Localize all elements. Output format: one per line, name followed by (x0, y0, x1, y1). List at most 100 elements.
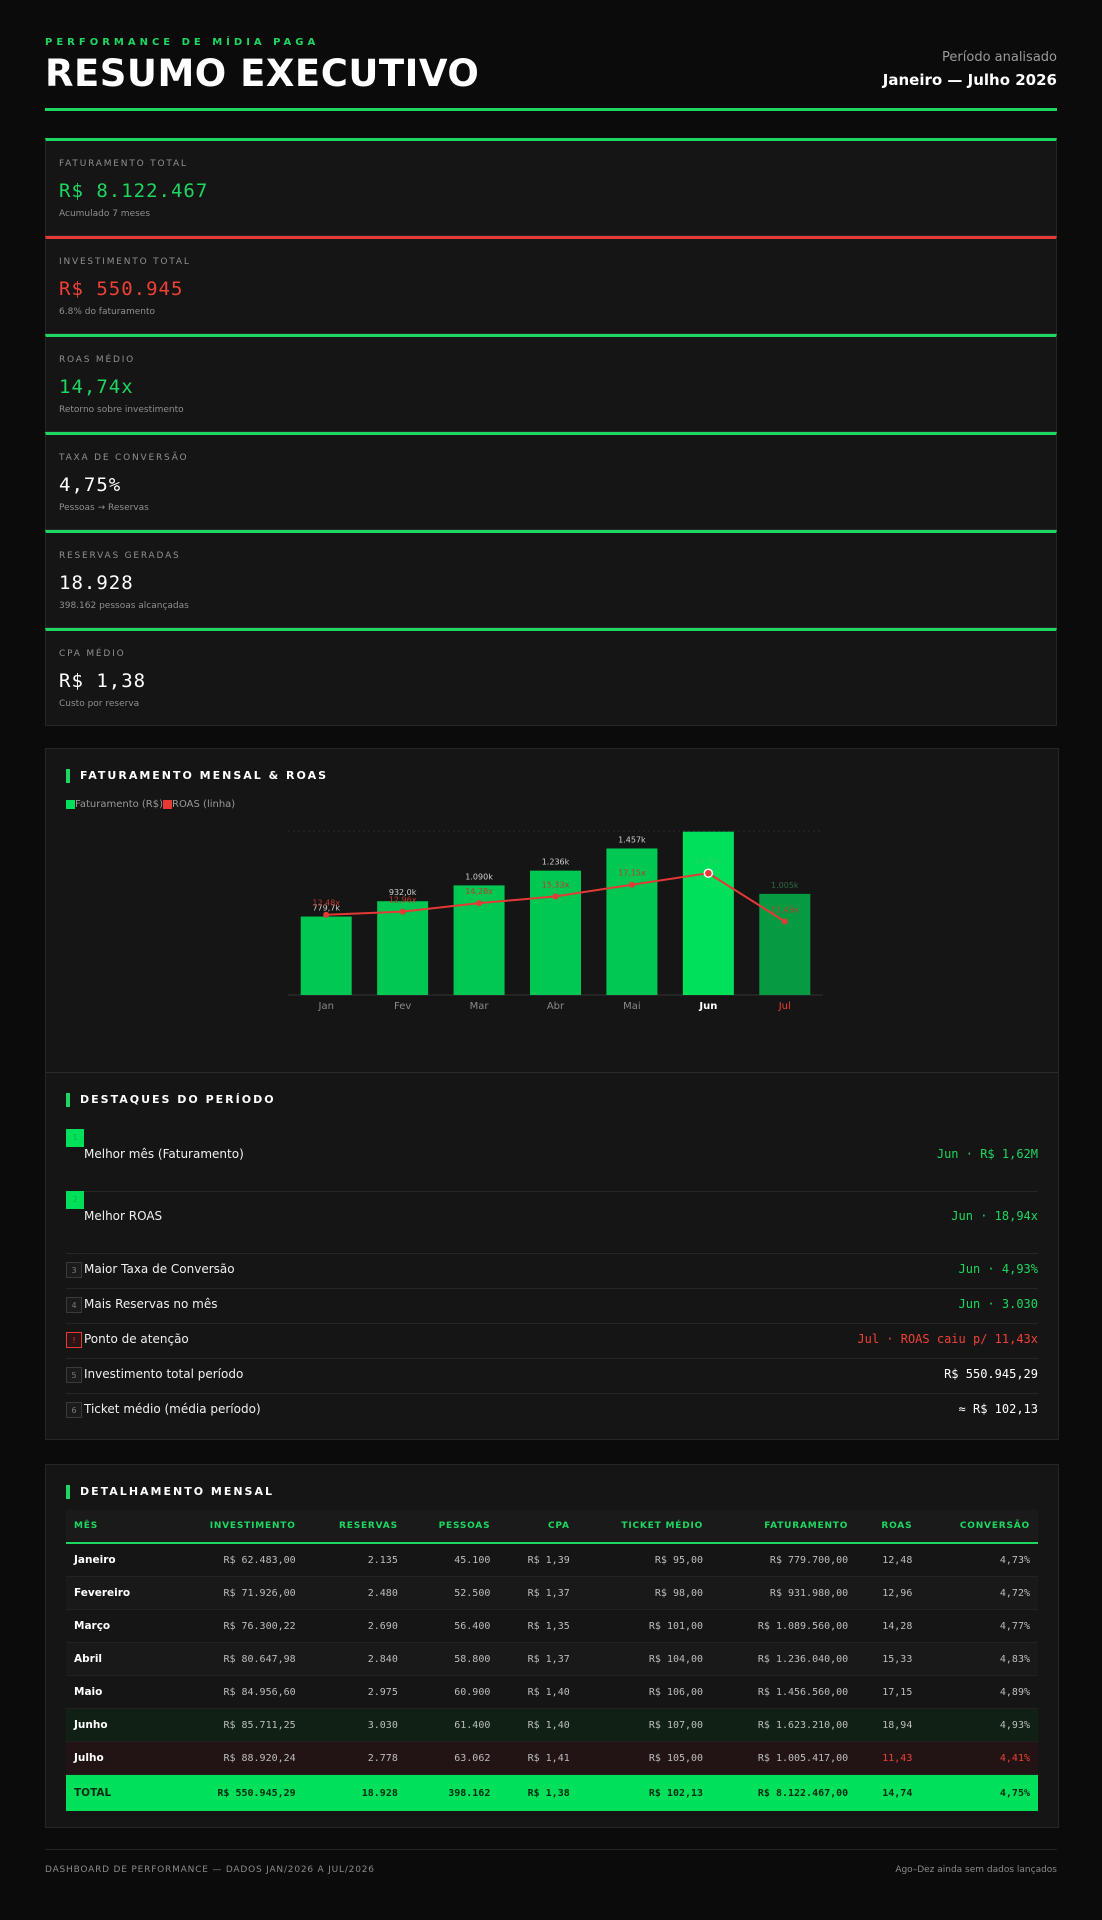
kpi-subtitle: 6.8% do faturamento (59, 307, 155, 317)
table-cell: R$ 1,37 (498, 1642, 578, 1676)
table-cell: 63.062 (405, 1741, 499, 1775)
kpi-label: RESERVAS GERADAS (59, 551, 181, 561)
kpi-list: FATURAMENTO TOTAL R$ 8.122.467 Acumulado… (45, 138, 1057, 726)
kpi-value: R$ 550.945 (59, 278, 184, 300)
table-cell: 56.400 (405, 1609, 499, 1643)
page-title: RESUMO EXECUTIVO (45, 52, 480, 95)
table-cell: R$ 62.483,00 (164, 1543, 304, 1577)
table-cell: 11,43 (856, 1741, 921, 1775)
table-cell: R$ 85.711,25 (164, 1708, 304, 1742)
kpi-subtitle: Custo por reserva (59, 699, 140, 709)
roas-point (781, 918, 788, 925)
table-cell: 17,15 (856, 1675, 921, 1709)
table-row: Fevereiro R$ 71.926,00 2.480 52.500 R$ 1,37 R… (66, 1576, 1038, 1610)
kpi-value: R$ 1,38 (59, 670, 147, 692)
roas-value-label: 17,15x (618, 869, 646, 878)
table-cell: 12,48 (856, 1543, 921, 1577)
highlight-label: Investimento total período (84, 1367, 244, 1381)
header-divider (45, 108, 1057, 111)
highlight-row: ! Ponto de atenção Jul · ROAS caiu p/ 11… (66, 1323, 1038, 1359)
highlight-label: Ponto de atenção (84, 1332, 189, 1346)
bar-value-label: 1.457k (618, 835, 646, 844)
highlight-value: Jun · R$ 1,62M (936, 1147, 1038, 1161)
table-cell: R$ 1,38 (498, 1774, 578, 1811)
roas-point (323, 911, 330, 918)
column-header: ROAS (856, 1510, 921, 1544)
highlights-title: DESTAQUES DO PERÍODO (66, 1093, 276, 1107)
roas-point (628, 881, 635, 888)
x-tick-label: Jan (318, 1001, 334, 1012)
kpi-subtitle: 398.162 pessoas alcançadas (59, 601, 189, 611)
table-cell: 61.400 (405, 1708, 499, 1742)
table-cell: 2.135 (303, 1543, 406, 1577)
table-cell: 2.778 (303, 1741, 406, 1775)
table-cell: 14,28 (856, 1609, 921, 1643)
column-header: FATURAMENTO (711, 1510, 857, 1544)
table-cell: 52.500 (405, 1576, 499, 1610)
roas-point (552, 893, 559, 900)
legend-bar-label: Faturamento (R$) (75, 799, 164, 810)
bar-value-label: 1.005k (771, 881, 799, 890)
table-cell: R$ 98,00 (577, 1576, 712, 1610)
kpi-label: TAXA DE CONVERSÃO (59, 453, 189, 463)
table-cell: R$ 779.700,00 (711, 1543, 857, 1577)
highlight-label: Ticket médio (média período) (84, 1402, 261, 1416)
table-cell: R$ 550.945,29 (164, 1774, 304, 1811)
footer-divider (45, 1849, 1057, 1850)
bar (606, 848, 658, 995)
table-cell: R$ 1.456.560,00 (711, 1675, 857, 1709)
roas-point (703, 868, 714, 878)
column-header: TICKET MÉDIO (577, 1510, 712, 1544)
table-row: Abril R$ 80.647,98 2.840 58.800 R$ 1,37 R$ 10… (66, 1642, 1038, 1676)
column-header: MÊS (66, 1510, 165, 1544)
table-cell: R$ 8.122.467,00 (711, 1774, 857, 1811)
rank-badge: 1 (66, 1129, 84, 1147)
column-header: CPA (498, 1510, 578, 1544)
kpi-label: FATURAMENTO TOTAL (59, 159, 188, 169)
table-cell: 398.162 (405, 1774, 499, 1811)
eyebrow: PERFORMANCE DE MÍDIA PAGA (45, 37, 320, 48)
table-cell: Março (66, 1609, 165, 1643)
roas-point (476, 900, 483, 907)
chart-highlights-panel: FATURAMENTO MENSAL & ROAS Faturamento (R… (45, 748, 1059, 1440)
monthly-table-panel: DETALHAMENTO MENSAL MÊS INVESTIMENTO RES… (45, 1464, 1059, 1828)
highlight-row: 1 Melhor mês (Faturamento) Jun · R$ 1,62… (66, 1129, 1038, 1192)
kpi-card: CPA MÉDIO R$ 1,38 Custo por reserva (45, 628, 1057, 726)
revenue-roas-chart: 779,7k Jan 932,0k Fev 1.090k Mar 1.236k Abr 1.45… (288, 830, 823, 1012)
table-cell: R$ 71.926,00 (164, 1576, 304, 1610)
table-header-row: MÊS INVESTIMENTO RESERVAS PESSOAS CPA TI… (66, 1510, 1038, 1544)
table-cell: R$ 931.980,00 (711, 1576, 857, 1610)
table-row: Maio R$ 84.956,60 2.975 60.900 R$ 1,40 R$ 106… (66, 1675, 1038, 1709)
highlight-value: R$ 550.945,29 (944, 1367, 1038, 1381)
table-cell: R$ 88.920,24 (164, 1741, 304, 1775)
table-cell: R$ 104,00 (577, 1642, 712, 1676)
roas-value-label: 18,94x (695, 857, 723, 866)
table-cell: Fevereiro (66, 1576, 165, 1610)
bar (300, 916, 352, 995)
table-cell: R$ 84.956,60 (164, 1675, 304, 1709)
highlight-value: Jun · 18,94x (951, 1209, 1038, 1223)
bar (530, 870, 581, 995)
column-header: PESSOAS (405, 1510, 499, 1544)
bar (682, 831, 734, 995)
legend-bar-swatch (66, 800, 75, 809)
table-cell: Abril (66, 1642, 165, 1676)
x-tick-label: Abr (547, 1001, 565, 1012)
rank-badge: 5 (66, 1367, 82, 1383)
table-row: Março R$ 76.300,22 2.690 56.400 R$ 1,35 R$ 10… (66, 1609, 1038, 1643)
table-cell: R$ 1.236.040,00 (711, 1642, 857, 1676)
highlight-label: Mais Reservas no mês (84, 1297, 218, 1311)
table-cell: Janeiro (66, 1543, 165, 1577)
table-cell: 45.100 (405, 1543, 499, 1577)
table-cell: R$ 95,00 (577, 1543, 712, 1577)
table-cell: 2.690 (303, 1609, 406, 1643)
highlight-label: Maior Taxa de Conversão (84, 1262, 235, 1276)
table-row: Janeiro R$ 62.483,00 2.135 45.100 R$ 1,39 R$ … (66, 1543, 1038, 1577)
kpi-label: CPA MÉDIO (59, 649, 126, 659)
x-tick-label: Mai (623, 1001, 641, 1012)
table-cell: 2.840 (303, 1642, 406, 1676)
table-cell: 3.030 (303, 1708, 406, 1742)
table-cell: 2.975 (303, 1675, 406, 1709)
table-cell: 4,75% (920, 1774, 1038, 1811)
highlight-row: 3 Maior Taxa de Conversão Jun · 4,93% (66, 1253, 1038, 1289)
